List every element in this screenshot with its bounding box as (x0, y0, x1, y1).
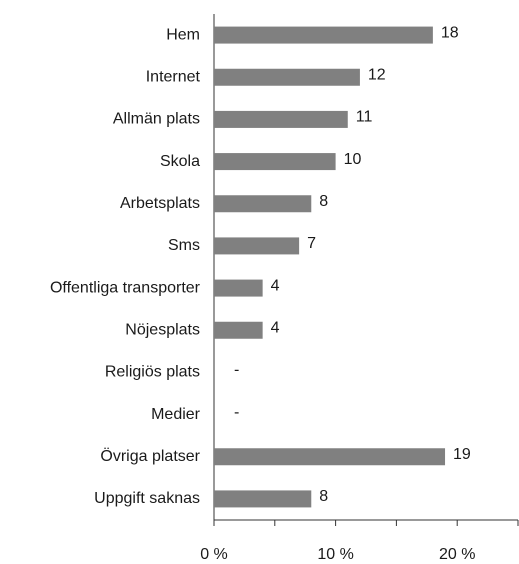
x-tick-label: 20 % (439, 546, 475, 563)
bar (214, 26, 433, 44)
y-tick-label: Allmän plats (113, 111, 200, 128)
value-label: 8 (319, 488, 328, 505)
bar (214, 321, 263, 339)
y-tick-label: Arbetsplats (120, 195, 200, 212)
value-label: 8 (319, 193, 328, 210)
y-tick-label: Hem (166, 26, 200, 43)
value-label: - (234, 362, 239, 379)
bar (214, 68, 360, 86)
y-tick-label: Internet (146, 68, 201, 85)
bar (214, 490, 312, 508)
y-tick-label: Nöjesplats (125, 321, 200, 338)
bar (214, 195, 312, 213)
value-label: 7 (307, 235, 316, 252)
bar (214, 448, 446, 466)
y-tick-label: Skola (160, 153, 200, 170)
value-label: 4 (271, 277, 280, 294)
x-tick-label: 10 % (317, 546, 353, 563)
y-tick-label: Offentliga transporter (50, 279, 201, 296)
y-tick-label: Övriga platser (100, 447, 200, 465)
value-label: - (234, 404, 239, 421)
value-label: 19 (453, 446, 471, 463)
y-tick-label: Medier (151, 406, 201, 423)
y-tick-label: Religiös plats (105, 364, 200, 381)
bar (214, 110, 348, 128)
y-tick-label: Uppgift saknas (94, 490, 200, 507)
bar (214, 237, 300, 255)
value-label: 11 (356, 109, 373, 126)
bar (214, 153, 336, 171)
value-label: 10 (344, 151, 362, 168)
value-label: 12 (368, 66, 386, 83)
bar (214, 279, 263, 297)
x-tick-label: 0 % (200, 546, 228, 563)
value-label: 18 (441, 24, 459, 41)
y-tick-label: Sms (168, 237, 200, 254)
value-label: 4 (271, 319, 280, 336)
